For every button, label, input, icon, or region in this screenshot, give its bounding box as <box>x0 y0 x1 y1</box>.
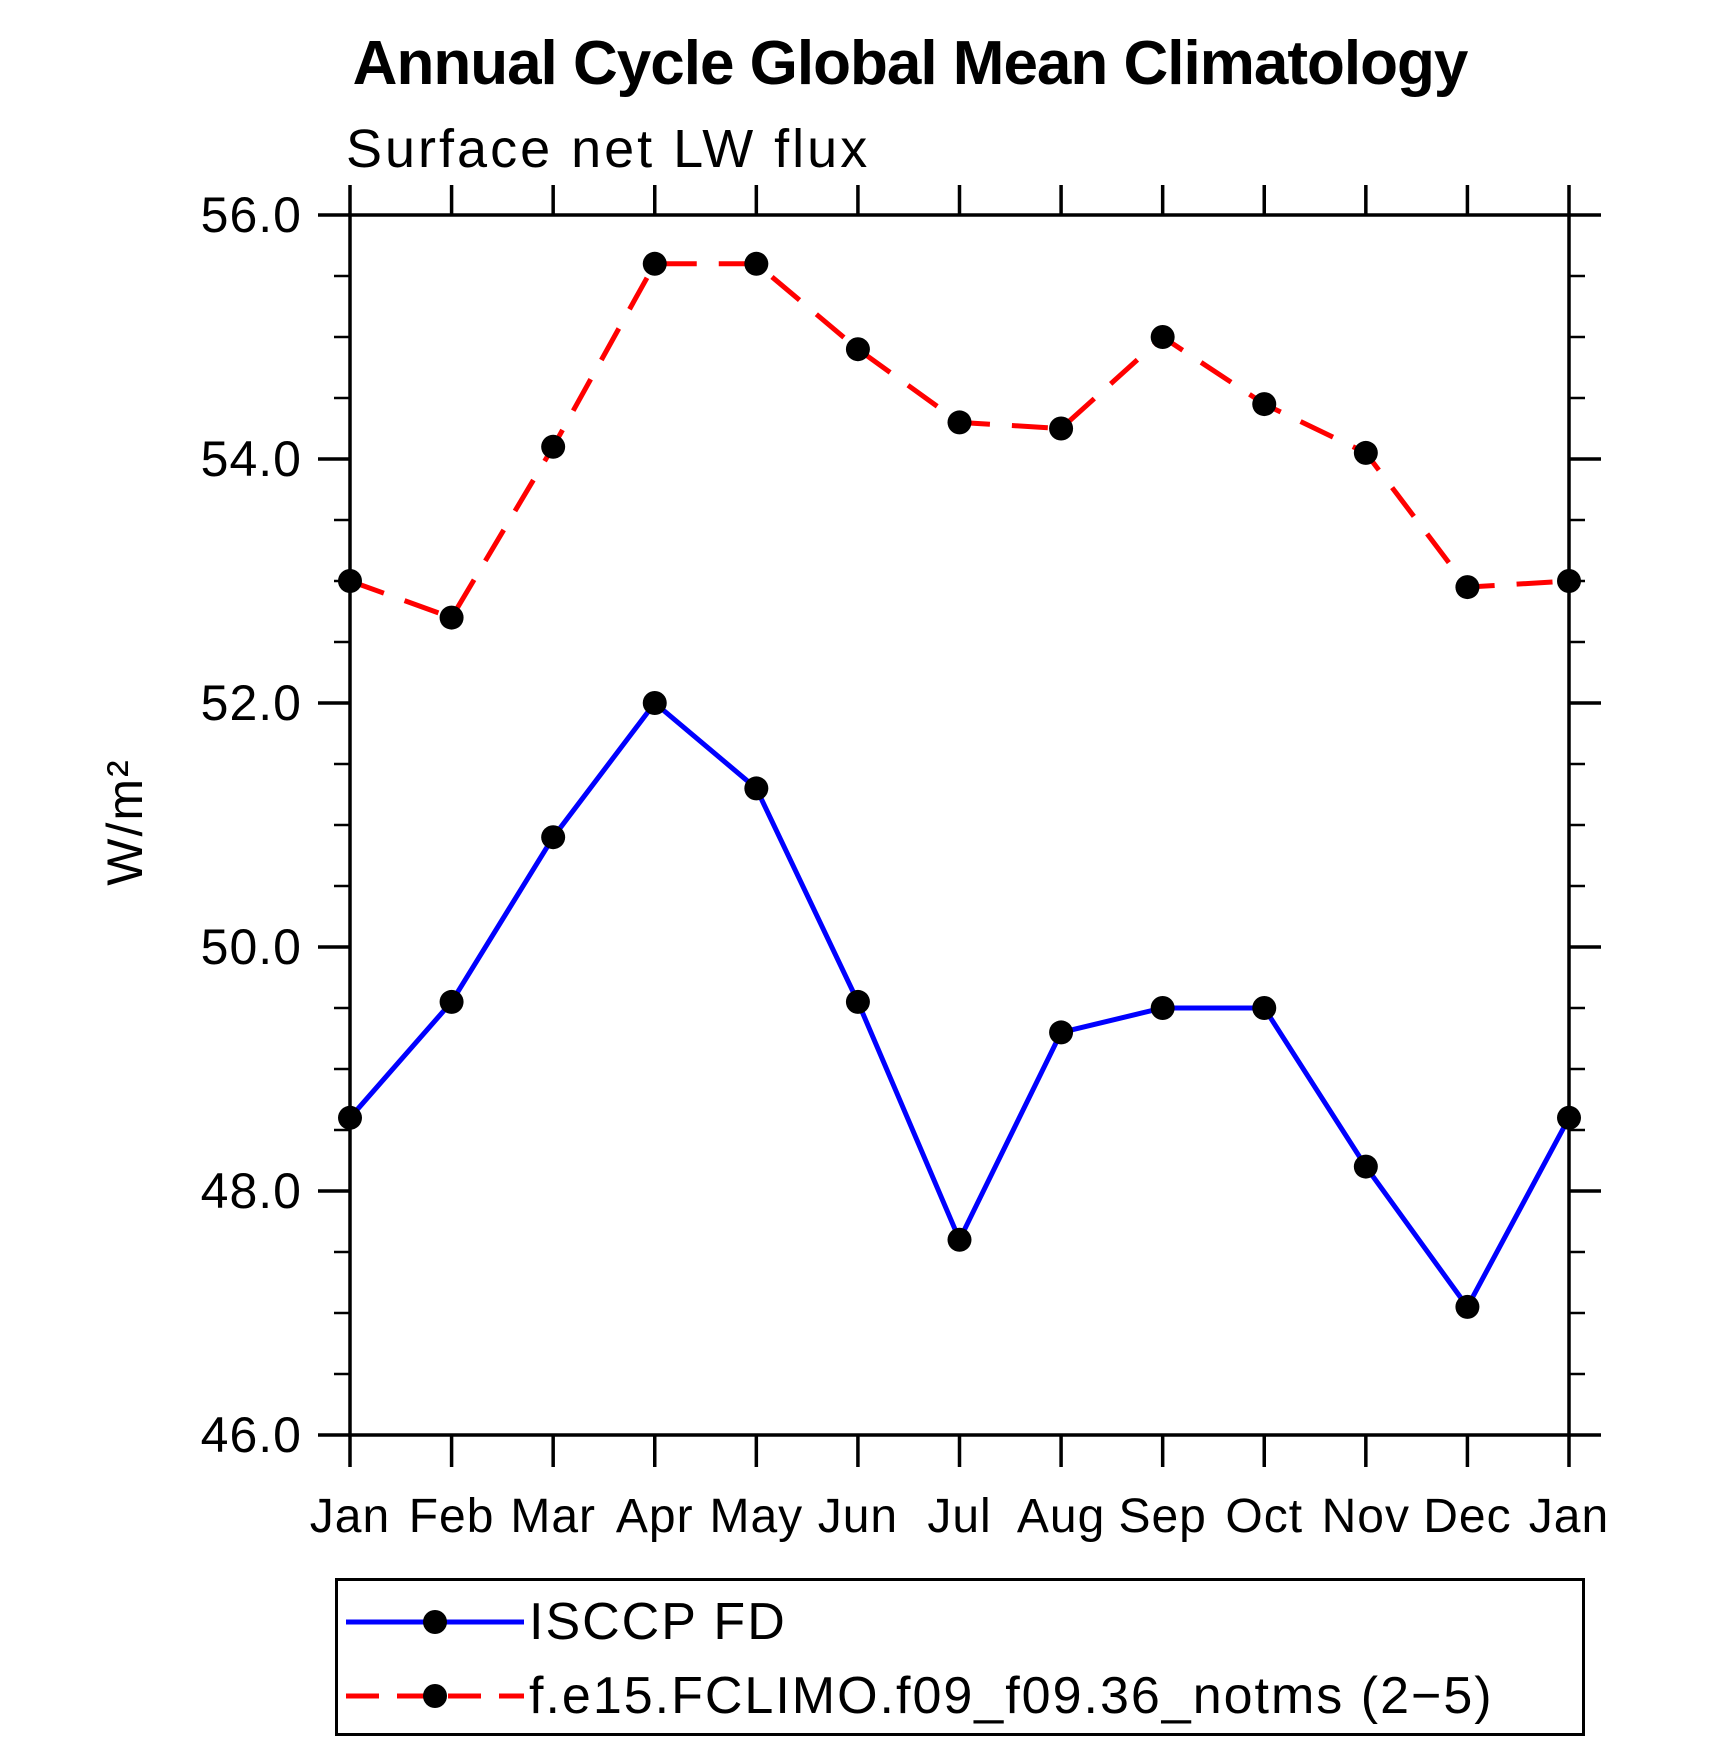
y-tick-label: 54.0 <box>201 431 302 487</box>
legend-sample-solid-line <box>346 1610 524 1634</box>
data-point-series-1 <box>439 605 464 630</box>
data-point-series-0 <box>845 989 870 1014</box>
data-point-series-0 <box>1353 1154 1378 1179</box>
data-point-series-0 <box>338 1105 362 1130</box>
x-tick-label: Feb <box>409 1490 495 1543</box>
x-tick-label: Sep <box>1118 1490 1206 1543</box>
x-tick-label: Jun <box>818 1490 898 1543</box>
data-point-series-0 <box>642 691 667 715</box>
legend-marker-dot <box>423 1684 447 1708</box>
data-point-series-0 <box>541 825 566 850</box>
legend-box: ISCCP FD f.e15.FCLIMO.f09_f09.36_notms (… <box>335 1578 1585 1736</box>
legend-marker-dot <box>423 1610 447 1634</box>
data-point-series-0 <box>1557 1105 1581 1130</box>
data-point-series-0 <box>947 1227 972 1252</box>
legend-label-isccp-fd: ISCCP FD <box>529 1593 787 1651</box>
data-point-series-0 <box>439 989 464 1014</box>
data-point-series-0 <box>1455 1294 1480 1319</box>
chart-title: Annual Cycle Global Mean Climatology <box>352 29 1469 98</box>
data-point-series-1 <box>541 434 566 459</box>
data-point-series-0 <box>1150 996 1175 1020</box>
x-tick-label: Oct <box>1225 1490 1303 1543</box>
data-point-series-1 <box>1455 575 1480 600</box>
data-point-series-1 <box>947 410 972 435</box>
x-tick-label: Jan <box>1529 1490 1609 1543</box>
data-point-series-0 <box>1252 996 1277 1020</box>
x-tick-label: Dec <box>1423 1490 1511 1543</box>
y-tick-label: 52.0 <box>201 675 302 731</box>
data-point-series-0 <box>744 776 769 801</box>
data-point-series-1 <box>1353 440 1378 465</box>
y-tick-label: 50.0 <box>201 919 302 975</box>
x-tick-label: Mar <box>510 1490 596 1543</box>
data-point-series-1 <box>642 251 667 276</box>
series-line-1 <box>349 261 1570 621</box>
data-point-series-1 <box>1557 569 1581 593</box>
data-point-series-1 <box>338 569 362 593</box>
x-tick-label: Apr <box>616 1490 694 1543</box>
x-tick-label: Jan <box>310 1490 390 1543</box>
legend-entry-model-run: f.e15.FCLIMO.f09_f09.36_notms (2−5) <box>344 1667 1494 1725</box>
x-tick-label: Nov <box>1322 1490 1410 1543</box>
legend-label-model-run: f.e15.FCLIMO.f09_f09.36_notms (2−5) <box>529 1667 1494 1725</box>
data-point-series-1 <box>1252 392 1277 417</box>
x-tick-label: Aug <box>1017 1490 1105 1543</box>
data-point-series-1 <box>845 337 870 362</box>
data-point-series-1 <box>1150 325 1175 349</box>
x-tick-label: May <box>709 1490 803 1543</box>
data-point-series-0 <box>1049 1020 1074 1045</box>
x-tick-label: Jul <box>927 1490 991 1543</box>
data-point-series-1 <box>744 251 769 276</box>
legend-entry-isccp-fd: ISCCP FD <box>344 1593 787 1651</box>
data-point-series-1 <box>1049 416 1074 441</box>
y-tick-label: 48.0 <box>201 1163 302 1219</box>
y-tick-label: 46.0 <box>201 1407 302 1463</box>
y-tick-label: 56.0 <box>201 187 302 243</box>
series-line-0 <box>348 699 1572 1312</box>
chart-subtitle: Surface net LW flux <box>346 119 871 179</box>
legend-sample-dashed-line <box>346 1684 524 1708</box>
plot-frame <box>348 213 1571 1437</box>
